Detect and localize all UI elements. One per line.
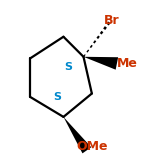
Text: S: S [53, 92, 61, 102]
Text: Br: Br [104, 14, 120, 27]
Text: OMe: OMe [76, 140, 108, 153]
Text: Me: Me [117, 57, 138, 70]
Polygon shape [63, 117, 91, 153]
Polygon shape [84, 57, 118, 70]
Text: S: S [64, 62, 72, 72]
